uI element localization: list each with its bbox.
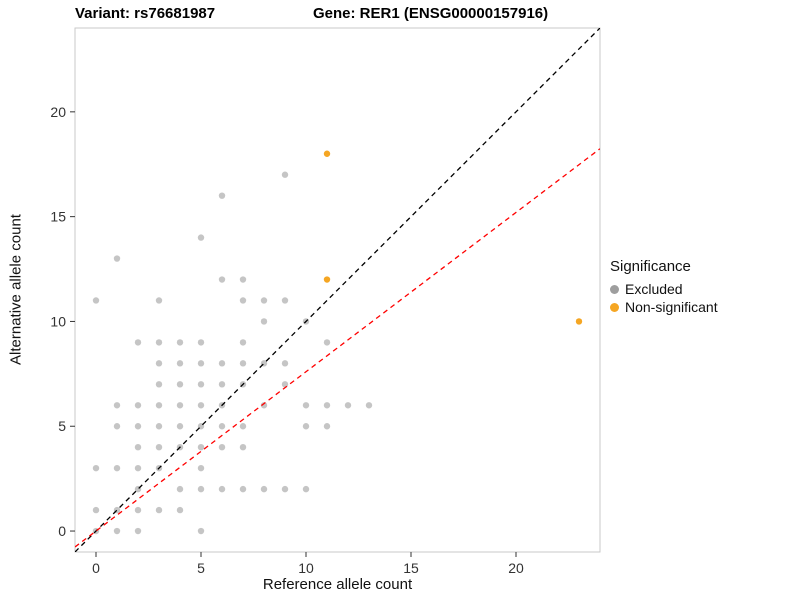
data-point-excluded [302, 402, 310, 409]
data-point-excluded [344, 402, 352, 409]
variant-title: Variant: rs76681987 [75, 5, 216, 22]
data-point-excluded [281, 171, 289, 178]
data-point-excluded [113, 464, 121, 472]
data-point-excluded [281, 485, 289, 493]
data-point-excluded [155, 297, 163, 304]
data-point-excluded [239, 297, 247, 304]
data-point-excluded [260, 318, 268, 325]
data-point-excluded [176, 360, 184, 367]
data-point-excluded [239, 360, 247, 367]
data-point-excluded [134, 339, 142, 346]
data-point-excluded [92, 506, 100, 514]
data-point-excluded [155, 381, 163, 388]
data-point-excluded [302, 485, 310, 493]
data-point-excluded [323, 423, 331, 430]
data-point-excluded [113, 423, 121, 430]
data-point-excluded [197, 402, 205, 409]
y-tick-label: 0 [58, 523, 66, 539]
data-point-excluded [113, 527, 121, 535]
data-point-excluded [176, 381, 184, 388]
x-tick-label: 0 [92, 560, 100, 576]
identity-line [75, 28, 600, 552]
plot-panel [74, 27, 601, 553]
data-point-excluded [281, 297, 289, 304]
data-point-excluded [134, 402, 142, 409]
data-point-excluded [176, 402, 184, 409]
data-point-excluded [155, 360, 163, 367]
data-point-excluded [239, 444, 247, 451]
data-point-excluded [281, 360, 289, 367]
data-point-excluded [134, 464, 142, 472]
data-point-excluded [239, 485, 247, 493]
data-point-excluded [323, 402, 331, 409]
x-tick-label: 5 [197, 560, 205, 576]
data-point-excluded [197, 234, 205, 241]
data-point-excluded [92, 464, 100, 472]
y-tick-label: 10 [50, 313, 66, 329]
data-point-non-significant [323, 150, 331, 157]
data-point-excluded [155, 423, 163, 430]
data-point-excluded [239, 276, 247, 283]
data-point-excluded [155, 339, 163, 346]
y-tick-label: 15 [50, 209, 66, 225]
data-point-excluded [134, 423, 142, 430]
data-point-excluded [239, 339, 247, 346]
data-point-non-significant [323, 276, 331, 283]
data-point-excluded [134, 444, 142, 451]
data-point-excluded [134, 527, 142, 535]
legend-item-excluded: Excluded [610, 281, 718, 297]
data-point-excluded [260, 485, 268, 493]
data-point-excluded [176, 423, 184, 430]
data-point-excluded [218, 423, 226, 430]
data-point-excluded [218, 381, 226, 388]
data-point-excluded [197, 339, 205, 346]
x-tick-label: 15 [403, 560, 419, 576]
data-point-excluded [155, 506, 163, 514]
data-point-excluded [155, 402, 163, 409]
data-point-excluded [197, 527, 205, 535]
data-point-excluded [155, 444, 163, 451]
data-point-excluded [239, 423, 247, 430]
legend-label-nonsignificant: Non-significant [625, 299, 718, 315]
data-point-excluded [197, 381, 205, 388]
data-point-excluded [218, 444, 226, 451]
nonsignificant-dot-icon [610, 302, 619, 312]
data-point-excluded [92, 297, 100, 304]
data-point-excluded [176, 485, 184, 493]
legend-label-excluded: Excluded [625, 281, 683, 297]
gene-title: Gene: RER1 (ENSG00000157916) [313, 5, 549, 22]
data-point-excluded [365, 402, 373, 409]
data-point-excluded [176, 506, 184, 514]
data-point-excluded [281, 381, 289, 388]
x-axis-label: Reference allele count [262, 576, 413, 593]
data-point-excluded [197, 444, 205, 451]
fit-line [75, 148, 600, 548]
data-point-excluded [134, 506, 142, 514]
legend-item-nonsignificant: Non-significant [610, 299, 718, 315]
excluded-dot-icon [610, 284, 619, 294]
data-point-excluded [302, 423, 310, 430]
data-point-excluded [218, 276, 226, 283]
x-tick-label: 20 [508, 560, 524, 576]
data-point-excluded [197, 360, 205, 367]
data-point-excluded [218, 485, 226, 493]
data-point-excluded [113, 402, 121, 409]
data-point-excluded [260, 402, 268, 409]
y-tick-label: 5 [58, 418, 66, 434]
y-tick-label: 20 [50, 104, 66, 120]
x-tick-label: 10 [298, 560, 314, 576]
data-point-excluded [176, 339, 184, 346]
legend: Significance Excluded Non-significant [610, 258, 718, 317]
data-point-excluded [218, 360, 226, 367]
data-point-excluded [197, 464, 205, 472]
data-point-excluded [218, 192, 226, 199]
legend-title: Significance [610, 258, 691, 275]
data-point-excluded [113, 255, 121, 262]
data-point-excluded [323, 339, 331, 346]
data-point-excluded [197, 485, 205, 493]
data-point-excluded [260, 297, 268, 304]
data-point-non-significant [575, 318, 583, 325]
